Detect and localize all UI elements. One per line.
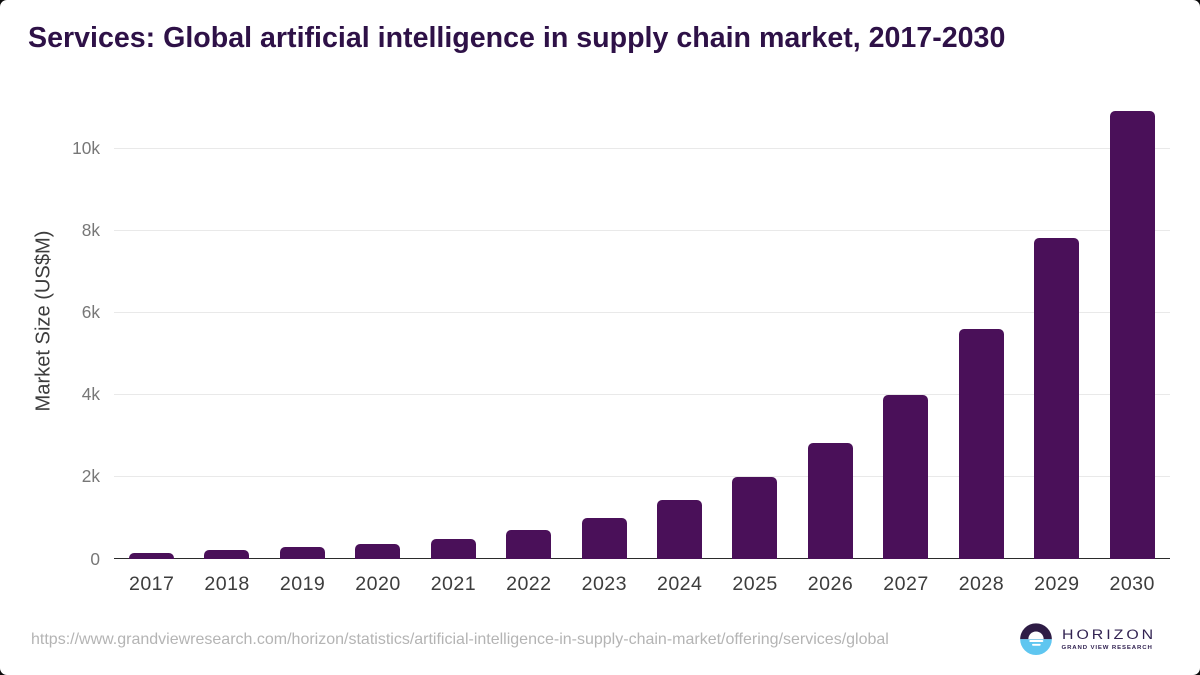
svg-text:GRAND VIEW RESEARCH: GRAND VIEW RESEARCH: [1062, 645, 1153, 651]
svg-text:HORIZON: HORIZON: [1062, 628, 1156, 643]
